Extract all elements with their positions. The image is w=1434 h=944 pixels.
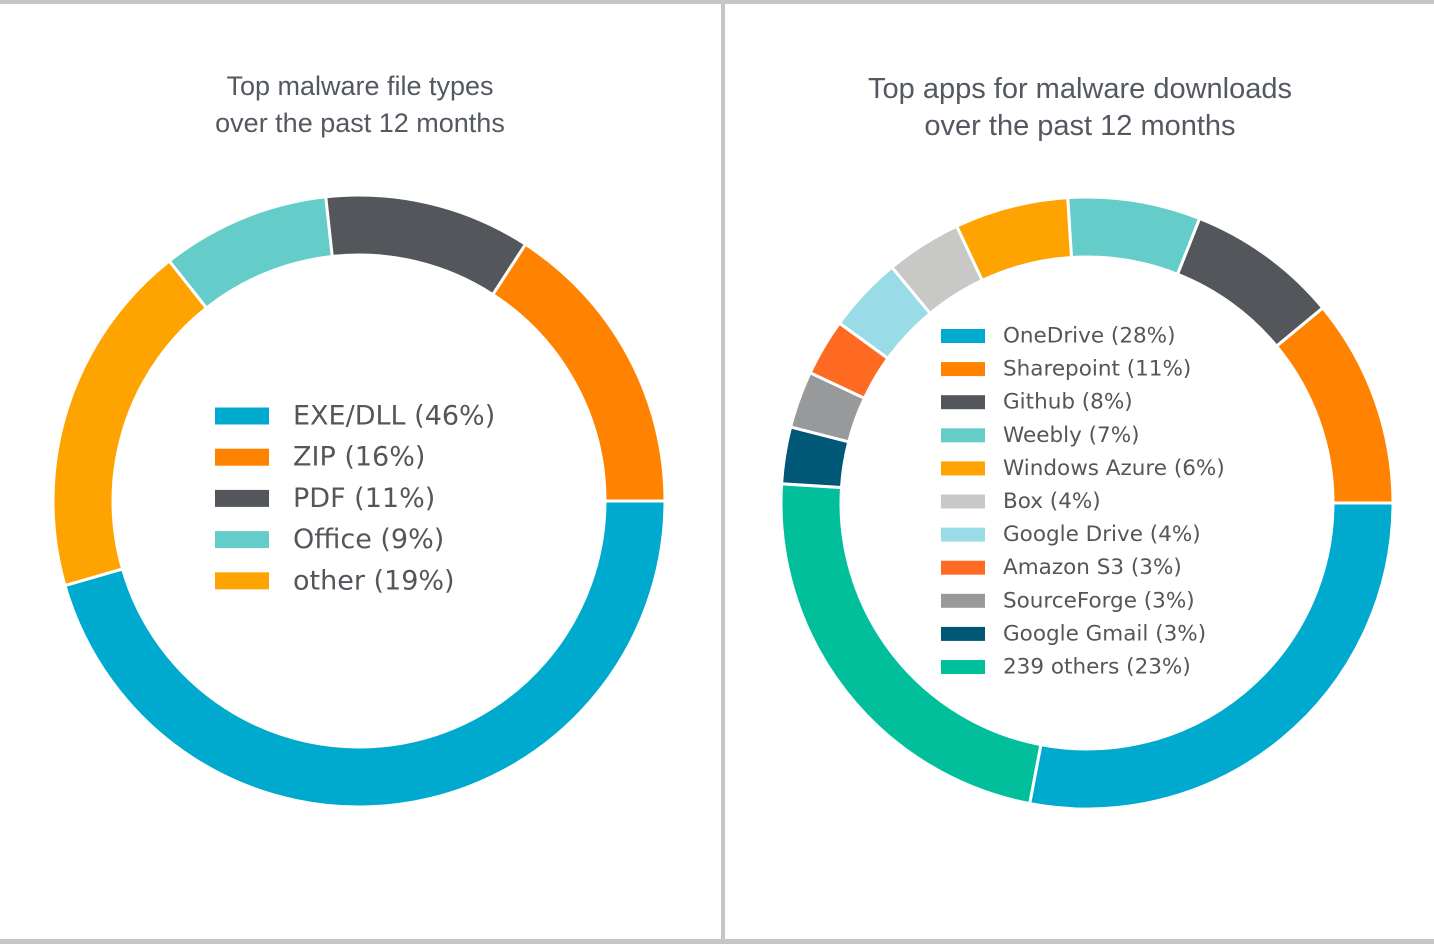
- legend-label: SourceForge (3%): [1003, 588, 1195, 613]
- legend-label: OneDrive (28%): [1003, 324, 1176, 349]
- legend-item-zip: ZIP (16%): [215, 442, 425, 473]
- chart-title-file-types: Top malware file types over the past 12 …: [110, 68, 610, 142]
- legend-swatch: [215, 407, 269, 425]
- legend-label: other (19%): [293, 565, 455, 596]
- legend-label: Windows Azure (6%): [1003, 456, 1225, 481]
- frame-top-border: [0, 0, 1434, 4]
- legend-item-windows-azure: Windows Azure (6%): [941, 456, 1225, 481]
- legend-item-239-others: 239 others (23%): [941, 655, 1191, 680]
- legend-item-sourceforge: SourceForge (3%): [941, 588, 1195, 613]
- chart-title-line: over the past 12 months: [215, 108, 505, 138]
- legend-label: Weebly (7%): [1003, 423, 1140, 448]
- donut-slice-sharepoint: [1274, 305, 1395, 505]
- legend-label: EXE/DLL (46%): [293, 401, 495, 432]
- donut-slice-zip: [490, 242, 667, 503]
- legend-swatch: [941, 395, 985, 410]
- legend-label: 239 others (23%): [1003, 655, 1191, 680]
- panel-divider: [721, 0, 725, 944]
- donut-slice-exe-dll: [63, 499, 667, 809]
- legend-item-google-drive: Google Drive (4%): [941, 522, 1201, 547]
- legend-swatch: [215, 489, 269, 507]
- legend-item-amazon-s3: Amazon S3 (3%): [941, 555, 1182, 580]
- legend-item-google-gmail: Google Gmail (3%): [941, 621, 1206, 646]
- legend-label: ZIP (16%): [293, 442, 425, 473]
- legend-label: Google Gmail (3%): [1003, 621, 1206, 646]
- legend-label: Office (9%): [293, 524, 444, 555]
- legend-item-onedrive: OneDrive (28%): [941, 324, 1176, 349]
- donut-slice-239-others: [779, 482, 1043, 806]
- legend-swatch: [941, 527, 985, 542]
- legend-swatch: [941, 428, 985, 443]
- legend-swatch: [941, 560, 985, 575]
- chart-title-line: over the past 12 months: [924, 110, 1236, 142]
- legend-item-box: Box (4%): [941, 489, 1101, 514]
- legend-swatch: [941, 626, 985, 641]
- legend-swatch: [941, 593, 985, 608]
- legend-label: Box (4%): [1003, 489, 1101, 514]
- legend-swatch: [941, 494, 985, 509]
- legend-label: Sharepoint (11%): [1003, 357, 1191, 382]
- legend-swatch: [215, 448, 269, 466]
- legend-swatch: [941, 660, 985, 674]
- legend-label: Github (8%): [1003, 390, 1133, 415]
- legend-item-sharepoint: Sharepoint (11%): [941, 357, 1191, 382]
- donut-slice-weebly: [1066, 195, 1202, 277]
- legend-swatch: [215, 572, 269, 590]
- legend-swatch: [941, 329, 985, 343]
- legend-swatch: [941, 461, 985, 476]
- legend-swatch: [215, 531, 269, 549]
- frame-bottom-border: [0, 939, 1434, 944]
- legend-swatch: [941, 362, 985, 377]
- chart-title-line: Top malware file types: [226, 71, 494, 101]
- legend-item-office: Office (9%): [215, 524, 444, 555]
- legend-item-other: other (19%): [215, 565, 455, 596]
- legend-label: Google Drive (4%): [1003, 522, 1201, 547]
- legend-label: Amazon S3 (3%): [1003, 555, 1182, 580]
- donut-chart-file-types: EXE/DLL (46%) ZIP (16%) PDF (11%) Office (9…: [51, 193, 667, 809]
- legend-item-exe-dll: EXE/DLL (46%): [215, 401, 495, 432]
- legend-item-github: Github (8%): [941, 390, 1133, 415]
- legend-label: PDF (11%): [293, 483, 435, 514]
- legend-item-weebly: Weebly (7%): [941, 423, 1140, 448]
- chart-title-apps: Top apps for malware downloads over the …: [780, 71, 1380, 145]
- legend-item-pdf: PDF (11%): [215, 483, 435, 514]
- chart-title-line: Top apps for malware downloads: [868, 73, 1292, 105]
